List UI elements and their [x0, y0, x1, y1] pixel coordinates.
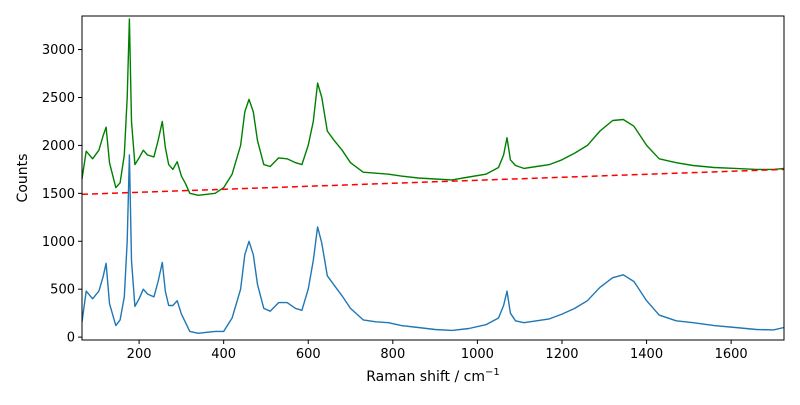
- series-line-raw-spectrum: [81, 18, 785, 197]
- x-tick-label: 1200: [545, 347, 578, 362]
- x-tick-label: 1400: [630, 347, 663, 362]
- x-tick-label: 1000: [461, 347, 494, 362]
- x-tick-label: 800: [380, 347, 405, 362]
- x-tick-label: 400: [211, 347, 236, 362]
- series-line-baseline-corrected-spectrum: [81, 154, 785, 334]
- y-tick-label: 1500: [42, 187, 75, 202]
- y-tick-label: 2000: [42, 139, 75, 154]
- x-tick-label: 1600: [715, 347, 748, 362]
- plot-area: [81, 18, 785, 334]
- y-tick-label: 0: [67, 331, 75, 346]
- axis-ticks: 200 400 600 800 1000 1200 1400 1600 0 500 1000 1500…: [42, 43, 748, 362]
- x-axis-label: Raman shift / cm−1: [366, 367, 499, 385]
- y-axis-label: Counts: [15, 154, 31, 203]
- y-tick-label: 1000: [42, 235, 75, 250]
- y-tick-label: 3000: [42, 43, 75, 58]
- y-tick-label: 500: [50, 283, 75, 298]
- plot-frame: [81, 15, 785, 341]
- x-axis-label-superscript: −1: [485, 367, 500, 378]
- x-tick-label: 200: [127, 347, 152, 362]
- series-line-baseline-fit: [81, 168, 785, 196]
- y-tick-label: 2500: [42, 91, 75, 106]
- x-tick-label: 600: [296, 347, 321, 362]
